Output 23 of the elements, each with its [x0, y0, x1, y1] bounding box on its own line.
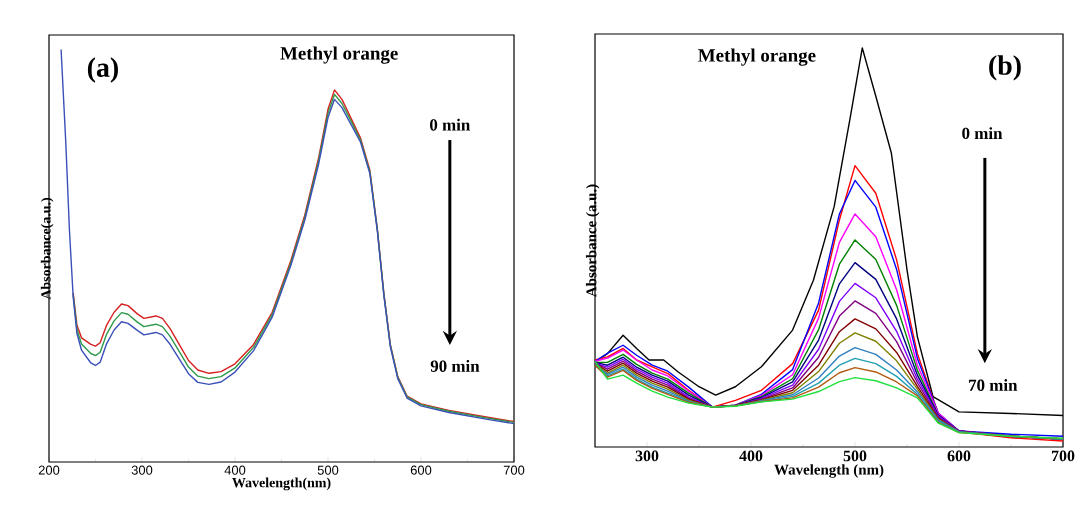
- annotation: 0 min: [430, 118, 471, 131]
- annotation: 0 min: [962, 127, 1003, 140]
- x-tick-label: 400: [224, 465, 246, 475]
- x-tick-label: 400: [739, 450, 763, 462]
- x-tick-label: 600: [947, 450, 971, 462]
- x-tick-label: 500: [317, 465, 339, 475]
- x-tick-label: 700: [1051, 450, 1075, 462]
- annotation: Methyl orange: [280, 46, 398, 64]
- x-axis-title: Wavelength (nm): [774, 464, 884, 478]
- x-axis-title: Wavelength(nm): [232, 477, 331, 491]
- annotation: 70 min: [969, 379, 1018, 392]
- x-tick-label: 300: [131, 465, 153, 475]
- annotation: Methyl orange: [698, 48, 816, 66]
- y-axis-title: Absorbance (a.u.): [585, 184, 600, 298]
- x-tick-label: 300: [635, 450, 659, 462]
- annotation: (b): [989, 55, 1021, 81]
- annotation: 90 min: [430, 359, 480, 372]
- x-tick-label: 700: [503, 465, 525, 475]
- x-tick-label: 600: [410, 465, 432, 475]
- annotation: (a): [87, 57, 118, 83]
- x-tick-label: 200: [38, 465, 60, 475]
- x-tick-label: 500: [843, 450, 867, 462]
- y-axis-title: Absorbance(a.u.): [40, 197, 54, 300]
